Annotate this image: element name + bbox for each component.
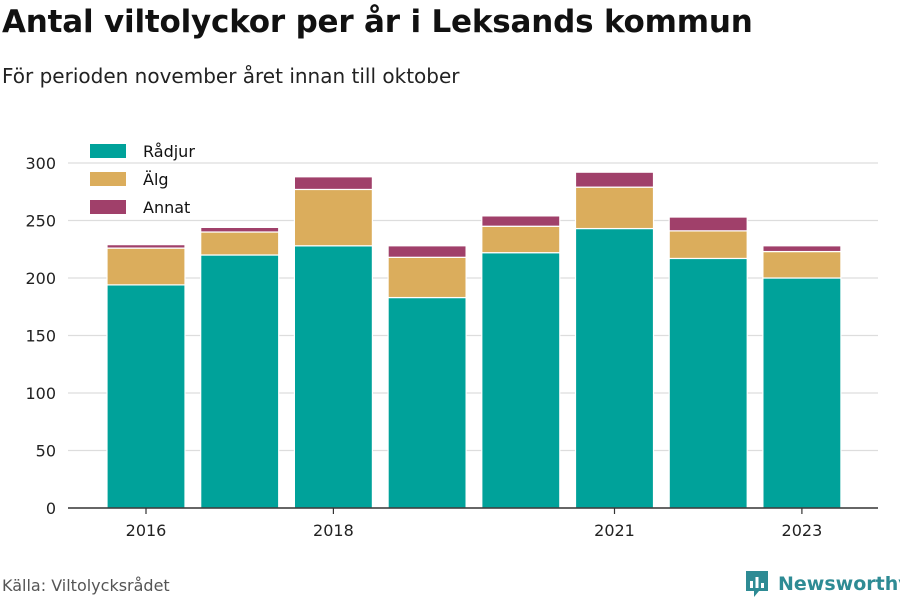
bar-segment-annat [574, 171, 655, 188]
source-note: Källa: Viltolycksrådet [2, 576, 170, 595]
bar-segment-rådjur [106, 284, 186, 509]
chart-subtitle: För perioden november året innan till ok… [2, 64, 460, 88]
bar-segment-annat [293, 176, 373, 191]
bar-segment-älg [293, 188, 373, 247]
bar-segment-älg [387, 256, 467, 299]
newsworthy-logo-icon [746, 571, 768, 597]
bar-segment-älg [481, 225, 561, 254]
bar-segment-annat [668, 216, 748, 232]
legend-item-älg: Älg [90, 170, 169, 189]
bar-segment-annat [387, 245, 467, 258]
y-axis-ticks: 0 50 100 150 200 250 300 [25, 154, 56, 518]
y-tick-label: 200 [25, 269, 56, 288]
y-tick-label: 150 [25, 327, 56, 346]
bar-segment-annat [106, 244, 186, 249]
x-tick-label: 2018 [313, 521, 354, 540]
legend-label: Annat [143, 198, 190, 217]
y-tick-label: 300 [25, 154, 56, 173]
bar-segment-annat [481, 215, 561, 227]
legend-swatch [90, 172, 126, 186]
brand-name: Newsworthy [778, 573, 900, 595]
bar-segment-rådjur [293, 245, 373, 509]
bar-segment-rådjur [762, 277, 842, 509]
stacked-bar-chart: 0 50 100 150 200 250 300 2016 2018 2021 2023 Rådj… [25, 142, 878, 540]
x-tick-label: 2023 [782, 521, 823, 540]
y-tick-label: 100 [25, 384, 56, 403]
bar-segment-älg [106, 247, 186, 286]
x-tick-label: 2021 [594, 521, 635, 540]
legend-item-rådjur: Rådjur [90, 142, 195, 161]
x-axis-ticks: 2016 2018 2021 2023 [126, 508, 823, 540]
bar-segment-älg [762, 250, 842, 279]
y-tick-label: 0 [46, 499, 56, 518]
y-tick-label: 250 [25, 212, 56, 231]
legend-item-annat: Annat [90, 198, 190, 217]
bar-segment-rådjur [668, 257, 748, 509]
legend-swatch [90, 144, 126, 158]
bar-segment-rådjur [574, 227, 655, 509]
legend-swatch [90, 200, 126, 214]
bar-segment-älg [200, 231, 280, 256]
bar-segment-annat [200, 226, 280, 233]
legend-label: Rådjur [143, 142, 195, 161]
bar-segment-rådjur [481, 252, 561, 509]
legend: Rådjur Älg Annat [90, 142, 195, 217]
bar-segment-älg [574, 186, 655, 230]
bar-segment-rådjur [387, 296, 467, 509]
bars [106, 171, 842, 509]
chart-title: Antal viltolyckor per år i Leksands komm… [2, 4, 753, 40]
brand-logo[interactable]: Newsworthy [744, 568, 900, 600]
bar-segment-annat [762, 245, 842, 253]
bar-segment-rådjur [200, 254, 280, 509]
x-tick-label: 2016 [126, 521, 167, 540]
bar-segment-älg [668, 230, 748, 260]
legend-label: Älg [143, 170, 169, 189]
y-tick-label: 50 [36, 442, 56, 461]
